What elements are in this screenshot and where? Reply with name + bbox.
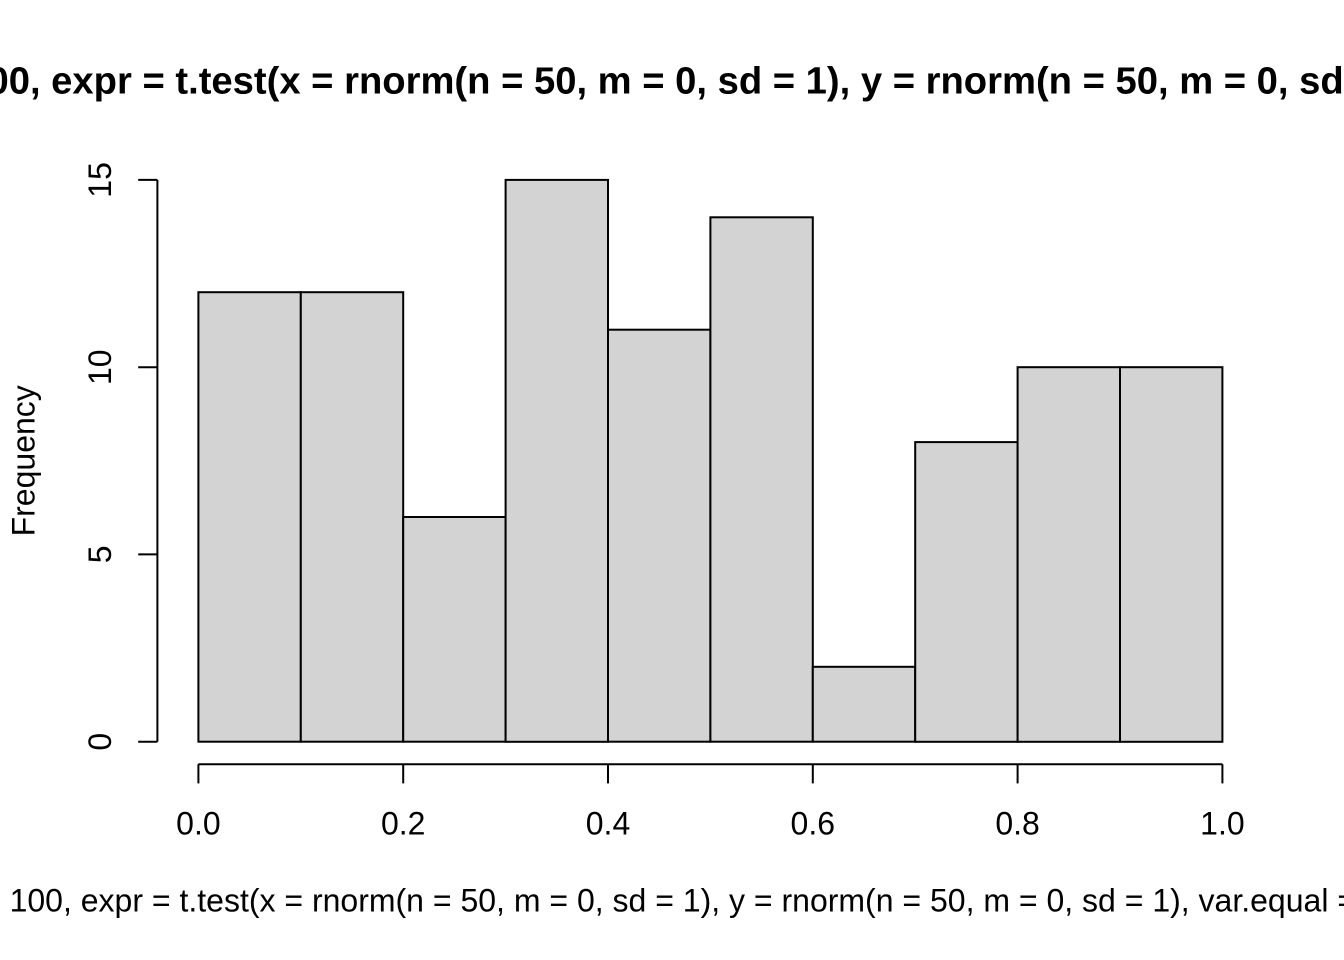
svg-text:1.0: 1.0 xyxy=(1200,806,1244,842)
svg-text:0.8: 0.8 xyxy=(995,806,1039,842)
svg-text:0.6: 0.6 xyxy=(791,806,835,842)
svg-text:15: 15 xyxy=(82,162,118,198)
svg-text:replicate(n = 100, expr = t.te: replicate(n = 100, expr = t.test(x = rno… xyxy=(0,882,1344,918)
svg-text:Frequency: Frequency xyxy=(6,385,42,536)
svg-text:0: 0 xyxy=(82,733,118,751)
svg-text:Histogram of replicate(n = 100: Histogram of replicate(n = 100, expr = t… xyxy=(0,60,1344,103)
svg-text:0.0: 0.0 xyxy=(176,806,220,842)
svg-text:0.4: 0.4 xyxy=(586,806,630,842)
svg-text:10: 10 xyxy=(82,349,118,385)
svg-text:5: 5 xyxy=(82,546,118,564)
svg-text:0.2: 0.2 xyxy=(381,806,425,842)
